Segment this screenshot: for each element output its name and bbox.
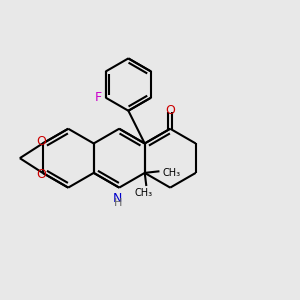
Text: F: F	[94, 91, 102, 104]
Text: H: H	[113, 198, 122, 208]
Text: CH₃: CH₃	[134, 188, 152, 198]
Text: N: N	[113, 191, 122, 205]
Text: CH₃: CH₃	[163, 168, 181, 178]
Text: O: O	[165, 104, 175, 117]
Text: O: O	[36, 135, 46, 148]
Text: O: O	[36, 168, 46, 181]
